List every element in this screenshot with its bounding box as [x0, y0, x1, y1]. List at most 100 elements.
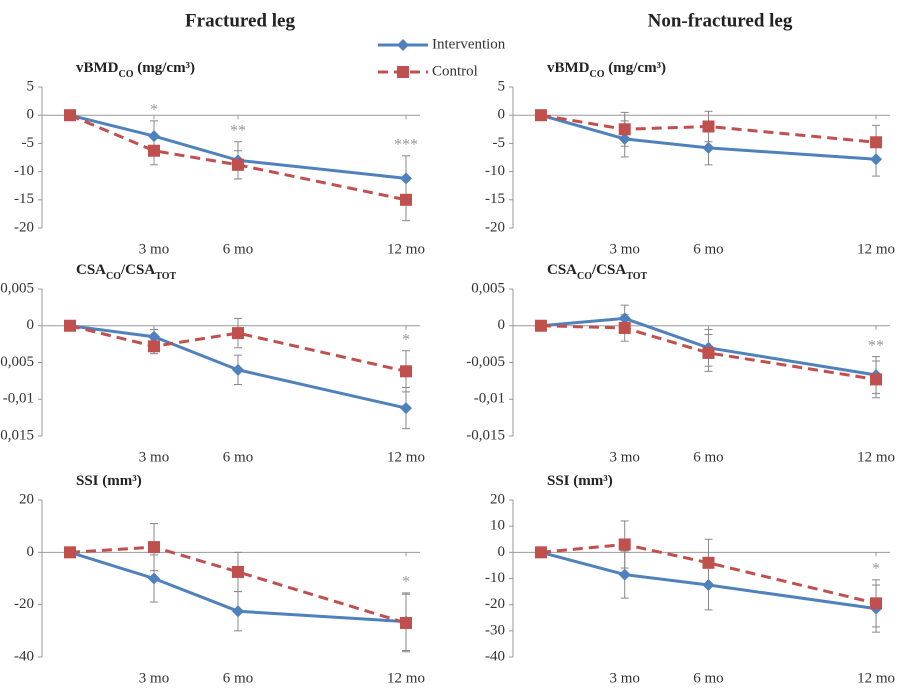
y-tick-label: -0,005	[466, 354, 505, 370]
legend-marker	[397, 66, 409, 78]
y-tick-label: -15	[14, 191, 34, 207]
x-tick-label: 6 mo	[693, 449, 723, 465]
y-tick-label: -10	[14, 163, 34, 179]
y-tick-label: -10	[485, 570, 505, 586]
y-tick-label: -0,01	[3, 391, 34, 407]
y-tick-label: -0,015	[466, 427, 505, 443]
marker	[232, 327, 244, 340]
title-part: TOT	[155, 271, 176, 282]
marker	[148, 144, 160, 157]
x-tick-label: 12 mo	[387, 449, 425, 465]
x-tick-label: 12 mo	[857, 449, 895, 465]
title-part: (mg/cm³)	[134, 60, 196, 76]
marker	[618, 568, 631, 581]
marker	[64, 546, 76, 559]
marker	[232, 363, 244, 376]
title-part: CO	[106, 271, 121, 282]
title-part: (mg/cm³)	[605, 60, 667, 76]
x-tick-label: 3 mo	[139, 449, 169, 465]
panel-title: vBMDCO (mg/cm³)	[547, 60, 666, 79]
y-tick-label: -10	[485, 163, 505, 179]
marker	[534, 546, 547, 559]
marker	[64, 109, 76, 122]
series-line	[69, 545, 407, 625]
x-tick-label: 3 mo	[139, 241, 169, 257]
title-part: CSA	[76, 262, 106, 278]
marker	[702, 120, 715, 133]
x-tick-label: 12 mo	[857, 241, 895, 257]
legend-marker	[397, 39, 409, 51]
x-tick-label: 6 mo	[223, 670, 253, 686]
panel-title: vBMDCO (mg/cm³)	[76, 60, 195, 79]
marker	[870, 136, 883, 149]
y-tick-label: -5	[22, 135, 35, 151]
marker	[870, 597, 883, 610]
x-tick-label: 3 mo	[609, 241, 639, 257]
column-title: Non-fractured leg	[648, 10, 793, 31]
y-tick-label: -40	[485, 648, 505, 664]
significance: **	[868, 337, 884, 354]
marker	[400, 172, 412, 185]
marker	[870, 153, 883, 166]
significance: *	[872, 560, 880, 577]
y-tick-label: 5	[27, 78, 35, 94]
significance: ***	[394, 136, 418, 153]
title-part: /CSA	[120, 262, 155, 278]
panel-title: CSACO/CSATOT	[76, 262, 176, 281]
y-tick-label: -5	[493, 135, 506, 151]
x-tick-label: 6 mo	[223, 241, 253, 257]
x-tick-label: 3 mo	[609, 670, 639, 686]
marker	[618, 312, 631, 325]
y-tick-label: -0,015	[0, 427, 34, 443]
significance: *	[402, 574, 410, 591]
significance: **	[230, 122, 246, 139]
x-tick-label: 6 mo	[693, 670, 723, 686]
title-part: /CSA	[591, 262, 626, 278]
y-tick-label: -0,005	[0, 354, 34, 370]
series-line	[540, 542, 877, 605]
marker	[618, 123, 631, 136]
marker	[148, 340, 160, 353]
y-tick-label: -20	[14, 596, 34, 612]
title-part: TOT	[626, 271, 647, 282]
marker	[702, 579, 715, 592]
legend-label: Control	[432, 63, 478, 79]
title-part: vBMD	[76, 60, 119, 76]
y-tick-label: 10	[490, 518, 505, 534]
title-part: vBMD	[547, 60, 590, 76]
marker	[534, 319, 547, 332]
marker	[148, 541, 160, 554]
y-tick-label: 0	[498, 107, 506, 123]
marker	[534, 109, 547, 122]
panel-title: CSACO/CSATOT	[547, 262, 647, 281]
y-tick-label: 0	[498, 544, 506, 560]
y-tick-label: -0,01	[474, 391, 505, 407]
series-line	[69, 113, 407, 180]
y-tick-label: 20	[19, 491, 34, 507]
marker	[618, 132, 631, 145]
title-part: CO	[119, 69, 134, 80]
x-tick-label: 12 mo	[857, 670, 895, 686]
significance: *	[402, 331, 410, 348]
title-part: SSI (mm³)	[76, 473, 142, 489]
y-tick-label: -20	[14, 219, 34, 235]
y-tick-label: 0	[27, 107, 35, 123]
series-line	[540, 316, 877, 377]
x-tick-label: 12 mo	[387, 241, 425, 257]
y-tick-label: 0	[27, 544, 35, 560]
significance: *	[150, 102, 158, 119]
panel-title: SSI (mm³)	[76, 473, 142, 489]
x-tick-label: 3 mo	[609, 449, 639, 465]
marker	[702, 346, 715, 359]
marker	[400, 616, 412, 629]
y-tick-label: -30	[485, 622, 505, 638]
x-tick-label: 6 mo	[693, 241, 723, 257]
y-tick-label: 0,005	[471, 280, 505, 296]
title-part: CO	[590, 69, 605, 80]
marker	[64, 319, 76, 332]
y-tick-label: 0,005	[0, 280, 34, 296]
marker	[400, 402, 412, 415]
y-tick-label: 20	[490, 491, 505, 507]
y-tick-label: -20	[485, 596, 505, 612]
